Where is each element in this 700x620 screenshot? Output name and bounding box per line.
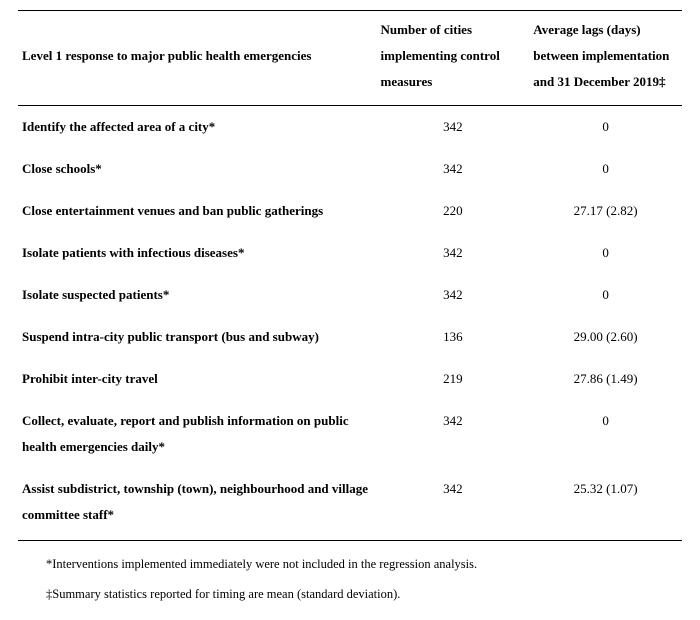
cities-cell: 136 xyxy=(377,316,530,358)
measure-cell: Isolate suspected patients* xyxy=(18,274,377,316)
lag-cell: 29.00 (2.60) xyxy=(529,316,682,358)
lag-cell: 0 xyxy=(529,148,682,190)
lag-cell: 0 xyxy=(529,400,682,468)
cities-cell: 219 xyxy=(377,358,530,400)
header-col3: Average lags (days) between implementati… xyxy=(529,11,682,106)
table-header-row: Level 1 response to major public health … xyxy=(18,11,682,106)
measure-cell: Prohibit inter-city travel xyxy=(18,358,377,400)
lag-cell: 27.17 (2.82) xyxy=(529,190,682,232)
table-row: Identify the affected area of a city*342… xyxy=(18,106,682,149)
table-row: Assist subdistrict, township (town), nei… xyxy=(18,468,682,541)
footnote-asterisk: *Interventions implemented immediately w… xyxy=(46,551,682,579)
cities-cell: 342 xyxy=(377,274,530,316)
cities-cell: 342 xyxy=(377,468,530,541)
cities-cell: 342 xyxy=(377,400,530,468)
lag-cell: 27.86 (1.49) xyxy=(529,358,682,400)
lag-cell: 0 xyxy=(529,232,682,274)
footnote-doubledagger: ‡Summary statistics reported for timing … xyxy=(46,581,682,609)
table-body: Identify the affected area of a city*342… xyxy=(18,106,682,541)
table-row: Collect, evaluate, report and publish in… xyxy=(18,400,682,468)
measure-cell: Suspend intra-city public transport (bus… xyxy=(18,316,377,358)
measure-cell: Identify the affected area of a city* xyxy=(18,106,377,149)
measure-cell: Collect, evaluate, report and publish in… xyxy=(18,400,377,468)
cities-cell: 342 xyxy=(377,148,530,190)
table-row: Prohibit inter-city travel21927.86 (1.49… xyxy=(18,358,682,400)
footnotes: *Interventions implemented immediately w… xyxy=(18,551,682,608)
measure-cell: Isolate patients with infectious disease… xyxy=(18,232,377,274)
header-col1: Level 1 response to major public health … xyxy=(18,11,377,106)
cities-cell: 220 xyxy=(377,190,530,232)
cities-cell: 342 xyxy=(377,106,530,149)
measure-cell: Close schools* xyxy=(18,148,377,190)
cities-cell: 342 xyxy=(377,232,530,274)
lag-cell: 25.32 (1.07) xyxy=(529,468,682,541)
table-row: Close schools*3420 xyxy=(18,148,682,190)
lag-cell: 0 xyxy=(529,106,682,149)
header-col2: Number of cities implementing control me… xyxy=(377,11,530,106)
table-row: Isolate patients with infectious disease… xyxy=(18,232,682,274)
lag-cell: 0 xyxy=(529,274,682,316)
table-row: Suspend intra-city public transport (bus… xyxy=(18,316,682,358)
table-row: Isolate suspected patients*3420 xyxy=(18,274,682,316)
response-measures-table: Level 1 response to major public health … xyxy=(18,10,682,541)
measure-cell: Assist subdistrict, township (town), nei… xyxy=(18,468,377,541)
table-row: Close entertainment venues and ban publi… xyxy=(18,190,682,232)
measure-cell: Close entertainment venues and ban publi… xyxy=(18,190,377,232)
